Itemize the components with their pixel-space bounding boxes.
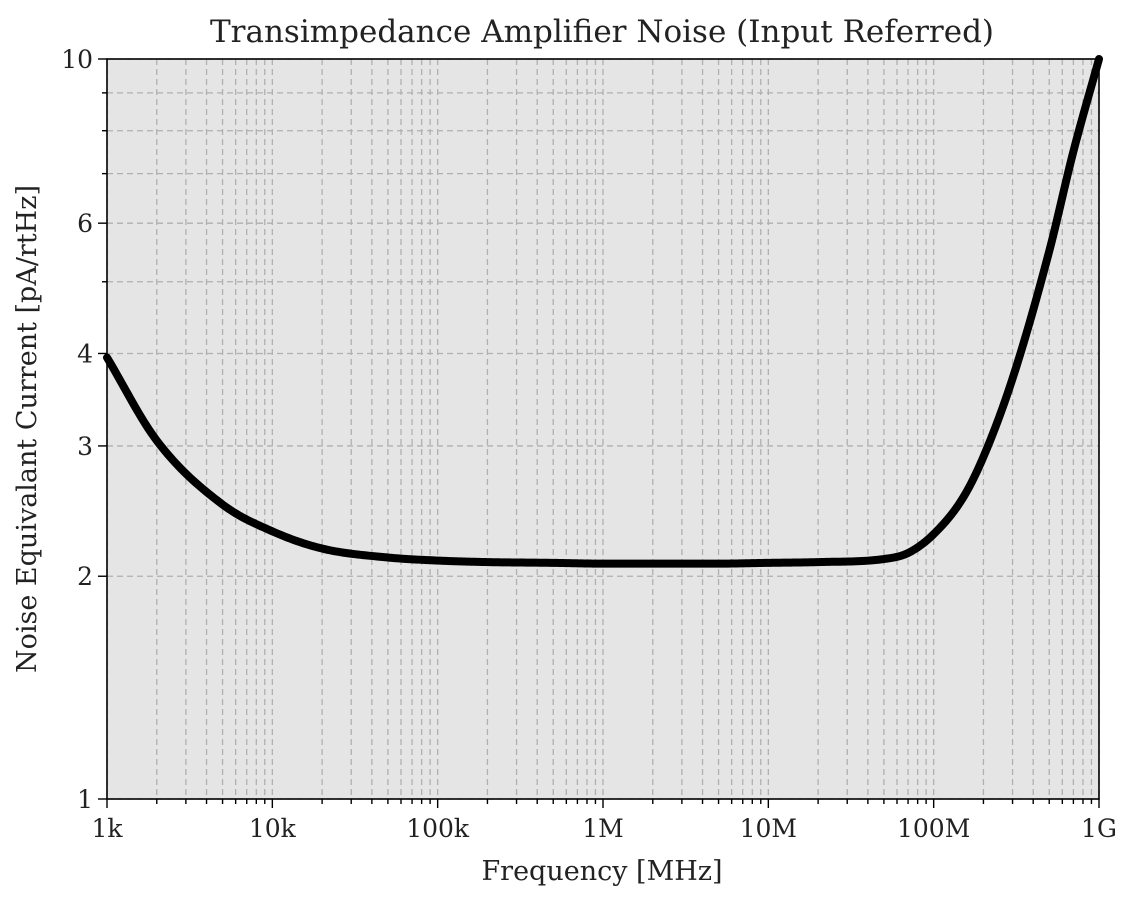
x-tick-label: 1G (1081, 814, 1117, 843)
axis-ticks (98, 58, 1100, 808)
x-tick-label: 10M (740, 814, 797, 843)
x-tick-labels: 1k 10k 100k 1M 10M 100M 1G (91, 814, 1116, 843)
y-tick-label: 3 (77, 432, 93, 461)
chart-title: Transimpedance Amplifier Noise (Input Re… (210, 14, 994, 50)
y-tick-labels: 1 2 3 4 6 10 (61, 45, 93, 814)
y-axis-label: Noise Equivalant Current [pA/rtHz] (12, 185, 43, 673)
x-tick-label: 100M (897, 814, 970, 843)
x-axis-label: Frequency [MHz] (481, 856, 722, 887)
grid-lines (106, 58, 1100, 800)
x-tick-label: 1M (582, 814, 624, 843)
x-tick-label: 1k (91, 814, 123, 843)
noise-curve-line (103, 55, 1103, 568)
y-tick-label: 6 (77, 209, 93, 238)
x-tick-label: 100k (406, 814, 470, 843)
x-tick-label: 10k (249, 814, 297, 843)
y-tick-label: 10 (61, 45, 93, 74)
y-tick-label: 4 (77, 339, 93, 368)
y-tick-label: 1 (77, 785, 93, 814)
y-tick-label: 2 (77, 562, 93, 591)
